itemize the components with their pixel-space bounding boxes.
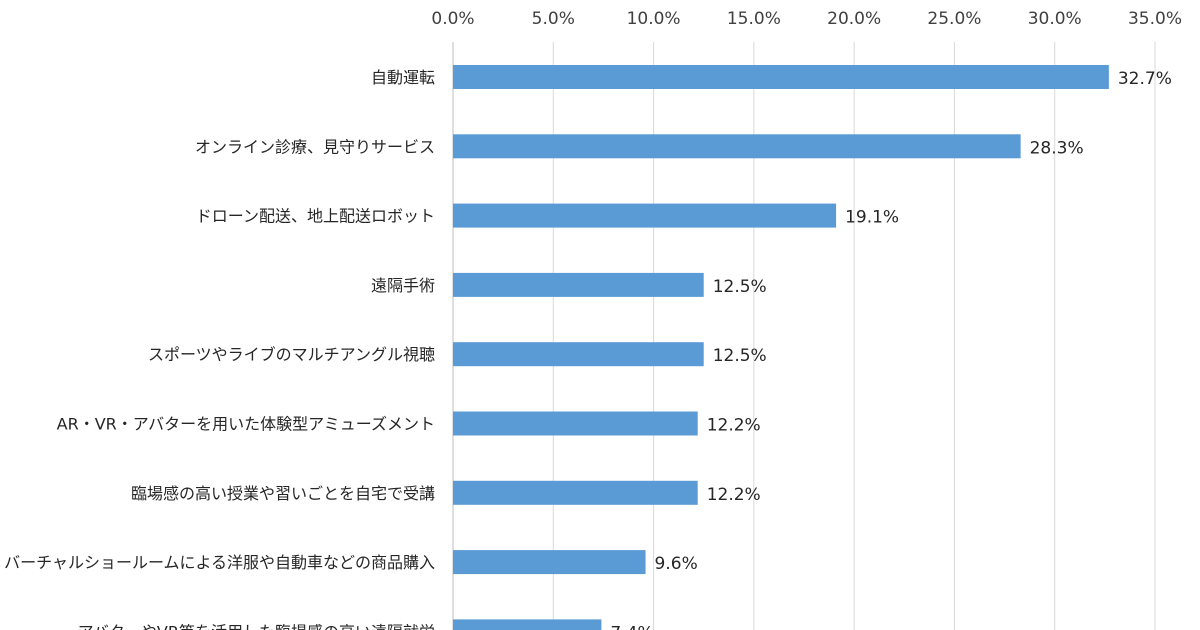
x-tick-label: 25.0% xyxy=(927,9,981,29)
category-label: オンライン診療、見守りサービス xyxy=(195,137,435,156)
category-label: スポーツやライブのマルチアングル視聴 xyxy=(148,345,435,364)
category-label: アバターやVR等を活用した臨場感の高い遠隔就労 xyxy=(78,622,435,630)
data-label: 32.7% xyxy=(1118,69,1172,89)
data-label: 19.1% xyxy=(845,208,899,228)
data-labels: 32.7% 28.3% 19.1% 12.5% 12.5% 12.2% 12.2% 9.6% 7… xyxy=(610,69,1171,630)
x-tick-label: 15.0% xyxy=(727,9,781,29)
bars xyxy=(453,65,1109,630)
category-label: 自動運転 xyxy=(371,68,435,87)
x-tick-label: 20.0% xyxy=(827,9,881,29)
x-tick-label: 5.0% xyxy=(532,9,575,29)
bar xyxy=(453,342,704,367)
category-label: 臨場感の高い授業や習いごとを自宅で受講 xyxy=(131,484,435,503)
category-labels: 自動運転オンライン診療、見守りサービスドローン配送、地上配送ロボット遠隔手術スポ… xyxy=(4,68,435,630)
bar xyxy=(453,134,1021,159)
data-label: 9.6% xyxy=(655,554,698,574)
data-label: 12.2% xyxy=(707,485,761,505)
category-label: AR・VR・アバターを用いた体験型アミューズメント xyxy=(57,415,435,434)
bar xyxy=(453,550,646,575)
x-tick-label: 0.0% xyxy=(431,9,474,29)
category-label: 遠隔手術 xyxy=(371,276,435,295)
data-label: 12.5% xyxy=(713,346,767,366)
x-tick-label: 10.0% xyxy=(627,9,681,29)
x-tick-label: 35.0% xyxy=(1128,9,1182,29)
x-axis-tick-labels: 0.0% 5.0% 10.0% 15.0% 20.0% 25.0% 30.0% 35.0% xyxy=(431,9,1182,29)
bar xyxy=(453,480,698,505)
gridlines xyxy=(452,42,1156,630)
data-label: 12.5% xyxy=(713,277,767,297)
data-label: 28.3% xyxy=(1030,138,1084,158)
category-label: バーチャルショールームによる洋服や自動車などの商品購入 xyxy=(4,553,435,572)
data-label: 12.2% xyxy=(707,416,761,436)
bar xyxy=(453,411,698,436)
bar xyxy=(453,619,602,630)
x-tick-label: 30.0% xyxy=(1028,9,1082,29)
category-label: ドローン配送、地上配送ロボット xyxy=(196,207,435,226)
bar xyxy=(453,272,704,297)
bar xyxy=(453,203,837,228)
data-label: 7.4% xyxy=(610,623,653,630)
bar xyxy=(453,65,1109,89)
